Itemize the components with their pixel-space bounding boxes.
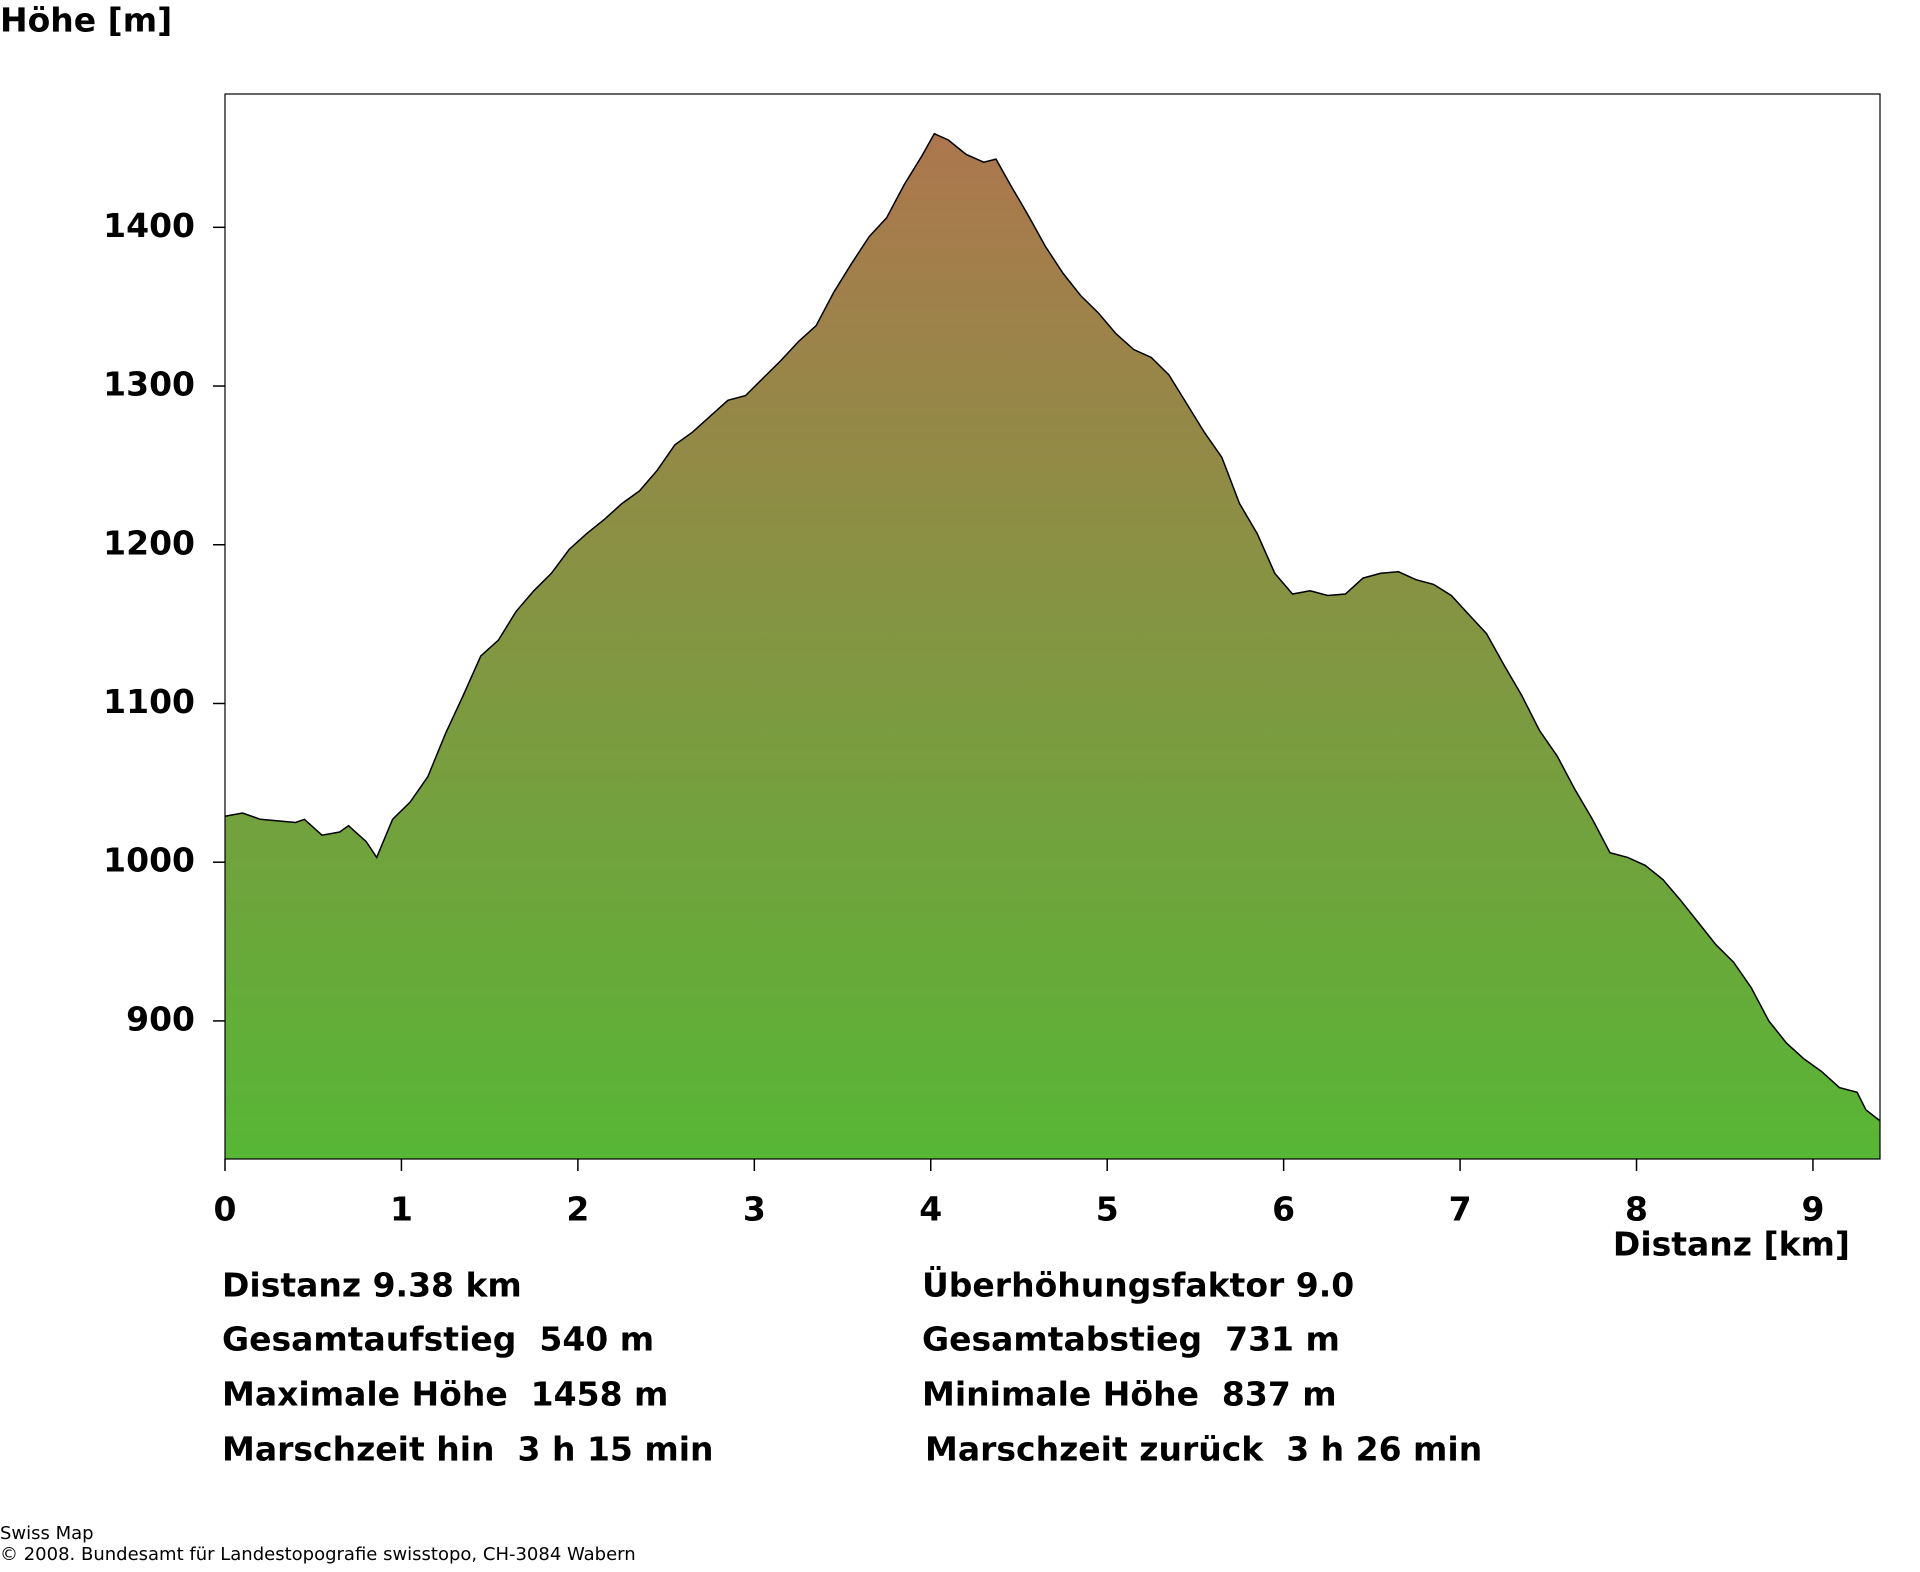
stat-text: Gesamtabstieg 731 m (922, 1320, 1340, 1359)
stat-text: Maximale Höhe 1458 m (222, 1375, 668, 1414)
elevation-line (224, 132, 1881, 1122)
y-axis-title: Höhe [m] (0, 1, 172, 40)
stat-text: Distanz 9.38 km (222, 1266, 522, 1305)
stat-text: Marschzeit hin 3 h 15 min (222, 1430, 714, 1469)
x-tick-label: 5 (1096, 1190, 1119, 1229)
x-tick-label: 3 (743, 1190, 766, 1229)
footer-text: Swiss Map (0, 1523, 94, 1544)
y-tick-label: 1300 (103, 365, 195, 404)
x-tick-label: 2 (566, 1190, 589, 1229)
footer-text: © 2008. Bundesamt für Landestopografie s… (0, 1544, 636, 1565)
x-tick-label: 6 (1272, 1190, 1295, 1229)
x-tick-label: 9 (1801, 1190, 1824, 1229)
x-tick-label: 1 (390, 1190, 413, 1229)
y-tick-label: 900 (126, 999, 195, 1038)
x-tick-label: 7 (1449, 1190, 1472, 1229)
y-tick-label: 1200 (103, 523, 195, 562)
stat-text: Überhöhungsfaktor 9.0 (922, 1265, 1354, 1305)
plot-frame (224, 93, 1881, 1160)
y-tick-label: 1100 (103, 682, 195, 721)
x-tick-label: 0 (214, 1190, 237, 1229)
x-axis-title: Distanz [km] (1613, 1225, 1850, 1264)
elevation-area (225, 133, 1880, 1160)
x-tick-label: 4 (919, 1190, 942, 1229)
x-tick-label: 8 (1625, 1190, 1648, 1229)
stat-text: Gesamtaufstieg 540 m (222, 1320, 654, 1359)
y-tick-label: 1000 (103, 841, 195, 880)
y-tick-label: 1400 (103, 206, 195, 245)
stat-text: Marschzeit zurück 3 h 26 min (925, 1430, 1482, 1469)
stat-text: Minimale Höhe 837 m (922, 1375, 1337, 1414)
